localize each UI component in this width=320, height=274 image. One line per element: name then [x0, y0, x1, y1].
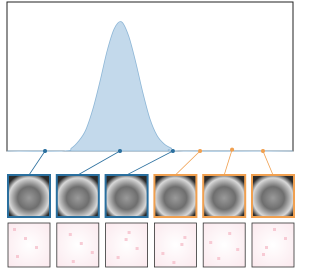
heat-spot — [116, 256, 120, 259]
heat-spot — [71, 260, 75, 263]
heat-spot — [183, 236, 187, 239]
heat-spot — [13, 228, 16, 231]
heat-spot — [79, 242, 83, 245]
link — [175, 150, 201, 176]
figure — [6, 1, 295, 268]
link — [77, 150, 121, 176]
sample-point — [198, 149, 203, 153]
xray-image — [55, 174, 100, 218]
heat-spot — [68, 233, 72, 236]
sample-point — [260, 149, 265, 153]
heat-spot — [172, 261, 176, 264]
heatmap-image — [202, 222, 246, 268]
heat-spot — [90, 251, 94, 254]
link — [28, 150, 46, 176]
heat-spot — [124, 238, 128, 241]
sample-point — [43, 149, 48, 153]
heatmap-image — [56, 222, 100, 268]
sample-point — [230, 147, 235, 152]
xray-image — [153, 174, 198, 218]
heat-spot — [284, 237, 287, 240]
heat-spot — [217, 257, 221, 260]
heatmap-image — [7, 222, 51, 268]
thumbnails — [7, 174, 295, 268]
xray-image — [251, 174, 295, 218]
heat-spot — [180, 243, 184, 246]
link — [262, 150, 274, 176]
heatmap-image — [105, 222, 148, 268]
density-layer — [6, 21, 294, 152]
heat-spot — [265, 246, 268, 249]
xray-image — [7, 174, 51, 218]
heat-spot — [135, 247, 139, 250]
link — [126, 150, 174, 176]
sample-point — [117, 149, 122, 153]
links — [28, 147, 274, 176]
xray-image — [202, 174, 247, 218]
heat-spot — [35, 246, 38, 249]
density-area — [6, 21, 294, 152]
heat-spot — [127, 231, 131, 234]
heatmap-image — [153, 222, 197, 268]
heat-spot — [273, 228, 276, 231]
heat-spot — [24, 237, 27, 240]
sample-point — [170, 149, 175, 153]
heat-spot — [16, 255, 19, 258]
heat-spot — [236, 248, 240, 251]
heat-spot — [209, 241, 213, 244]
heat-spot — [262, 253, 265, 256]
heat-spot — [228, 232, 232, 235]
link — [223, 149, 233, 176]
xray-image — [104, 174, 149, 218]
heat-spot — [161, 252, 165, 255]
